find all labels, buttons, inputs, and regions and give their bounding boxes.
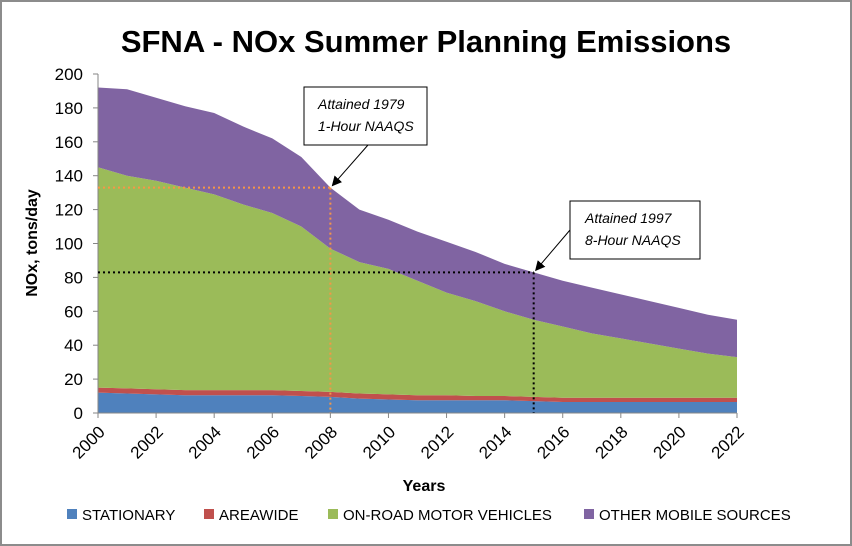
y-tick-label: 200 bbox=[55, 65, 83, 84]
area-on-road-motor-vehicles bbox=[98, 167, 737, 398]
area-areawide bbox=[98, 387, 737, 402]
annotation-1997: Attained 1997 8-Hour NAAQS bbox=[569, 200, 701, 260]
y-tick-label: 80 bbox=[64, 268, 83, 287]
annotation-1979: Attained 1979 1-Hour NAAQS bbox=[303, 86, 428, 146]
y-tick-label: 0 bbox=[74, 404, 83, 423]
y-tick-label: 20 bbox=[64, 370, 83, 389]
y-tick-label: 140 bbox=[55, 167, 83, 186]
legend: STATIONARY AREAWIDE ON-ROAD MOTOR VEHICL… bbox=[67, 507, 791, 524]
legend-label-stationary: STATIONARY bbox=[82, 507, 175, 524]
legend-swatch-areawide bbox=[204, 509, 214, 519]
legend-swatch-on-road bbox=[328, 509, 338, 519]
annotation-1997-line2: 8-Hour NAAQS bbox=[585, 232, 681, 248]
x-tick-label: 2002 bbox=[127, 422, 167, 462]
annotation-1979-line2: 1-Hour NAAQS bbox=[318, 118, 414, 134]
y-tick-label: 120 bbox=[55, 201, 83, 220]
x-tick-label: 2016 bbox=[533, 422, 573, 462]
area-other-mobile-sources bbox=[98, 87, 737, 358]
x-tick-label: 2006 bbox=[243, 422, 283, 462]
legend-swatch-other-mobile bbox=[584, 509, 594, 519]
x-tick-label: 2018 bbox=[591, 422, 631, 462]
legend-swatch-stationary bbox=[67, 509, 77, 519]
y-tick-label: 40 bbox=[64, 336, 83, 355]
annotation-arrow-1997 bbox=[535, 229, 571, 272]
annotation-box-1979 bbox=[303, 86, 428, 146]
y-tick-label: 60 bbox=[64, 302, 83, 321]
x-axis-label: Years bbox=[403, 478, 446, 495]
legend-label-on-road: ON-ROAD MOTOR VEHICLES bbox=[343, 507, 552, 524]
legend-label-areawide: AREAWIDE bbox=[219, 507, 298, 524]
annotation-box-1997 bbox=[569, 200, 701, 260]
x-tick-label: 2008 bbox=[301, 422, 341, 462]
y-tick-label: 180 bbox=[55, 99, 83, 118]
area-stationary bbox=[98, 392, 737, 413]
x-tick-label: 2022 bbox=[708, 422, 748, 462]
x-tick-label: 2012 bbox=[417, 422, 457, 462]
y-axis-label: NOx, tons/day bbox=[24, 189, 41, 297]
x-tick-label: 2020 bbox=[650, 422, 690, 462]
annotation-arrow-1979 bbox=[331, 144, 369, 187]
chart-title: SFNA - NOx Summer Planning Emissions bbox=[121, 24, 731, 59]
x-tick-label: 2010 bbox=[359, 422, 399, 462]
x-tick-label: 2000 bbox=[69, 422, 109, 462]
y-tick-label: 160 bbox=[55, 133, 83, 152]
x-tick-label: 2014 bbox=[475, 422, 515, 462]
annotation-1979-line1: Attained 1979 bbox=[317, 96, 405, 112]
annotation-1997-line1: Attained 1997 bbox=[584, 210, 673, 226]
x-tick-label: 2004 bbox=[185, 422, 225, 462]
y-tick-label: 100 bbox=[55, 235, 83, 254]
legend-label-other-mobile: OTHER MOBILE SOURCES bbox=[599, 507, 791, 524]
